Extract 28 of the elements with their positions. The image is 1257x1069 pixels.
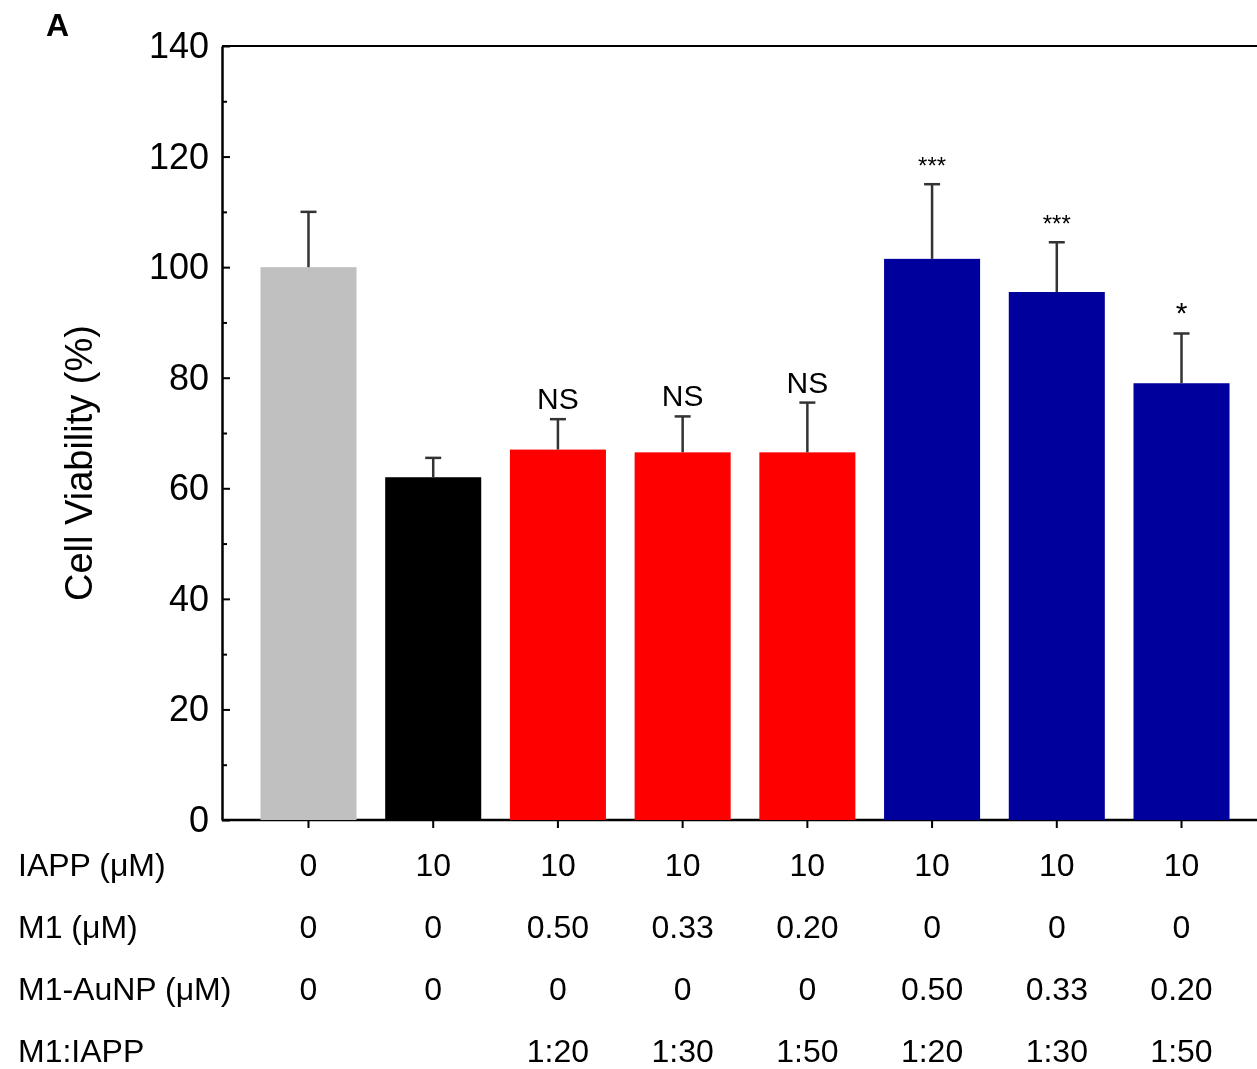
annotation: NS bbox=[537, 382, 579, 416]
annotation: *** bbox=[918, 152, 947, 180]
x-tick-label: 10 0.20 0 1:50 bbox=[776, 847, 839, 1069]
x-tick-label: 10 0 0.33 1:30 bbox=[1025, 847, 1088, 1069]
y-tick-label: 100 bbox=[148, 246, 209, 288]
text: M1-AuNP (μM) bbox=[18, 971, 232, 1007]
y-tick-label: 20 bbox=[168, 688, 209, 730]
y-tick-label: 40 bbox=[168, 577, 209, 619]
text: IAPP (μM) bbox=[18, 847, 166, 883]
text: M1 (μM) bbox=[18, 909, 138, 945]
y-tick-label: 60 bbox=[168, 467, 209, 509]
y-axis-title: Cell Viability (%) bbox=[58, 325, 100, 601]
text: A bbox=[46, 7, 70, 43]
annotation: * bbox=[1175, 296, 1188, 330]
text: M1:IAPP bbox=[18, 1033, 145, 1069]
x-tick-label: 10 0.50 0 1:20 bbox=[526, 847, 590, 1069]
annotation: NS bbox=[661, 379, 704, 413]
y-tick-label: 120 bbox=[148, 135, 209, 177]
x-tick-label: 10 0.33 0 1:30 bbox=[651, 847, 714, 1069]
x-tick-label: 0 0 0 bbox=[299, 847, 318, 1007]
x-tick-label: 10 0 0.50 1:20 bbox=[900, 847, 964, 1069]
y-tick-label: 140 bbox=[148, 25, 209, 67]
y-tick-label: 80 bbox=[168, 356, 209, 398]
x-tick-label: 10 0 0.20 1:50 bbox=[1150, 847, 1213, 1069]
annotation: NS bbox=[786, 365, 829, 399]
x-tick-label: 10 0 0 bbox=[415, 847, 451, 1007]
annotation: *** bbox=[1042, 210, 1071, 238]
y-tick-label: 0 bbox=[188, 799, 209, 841]
